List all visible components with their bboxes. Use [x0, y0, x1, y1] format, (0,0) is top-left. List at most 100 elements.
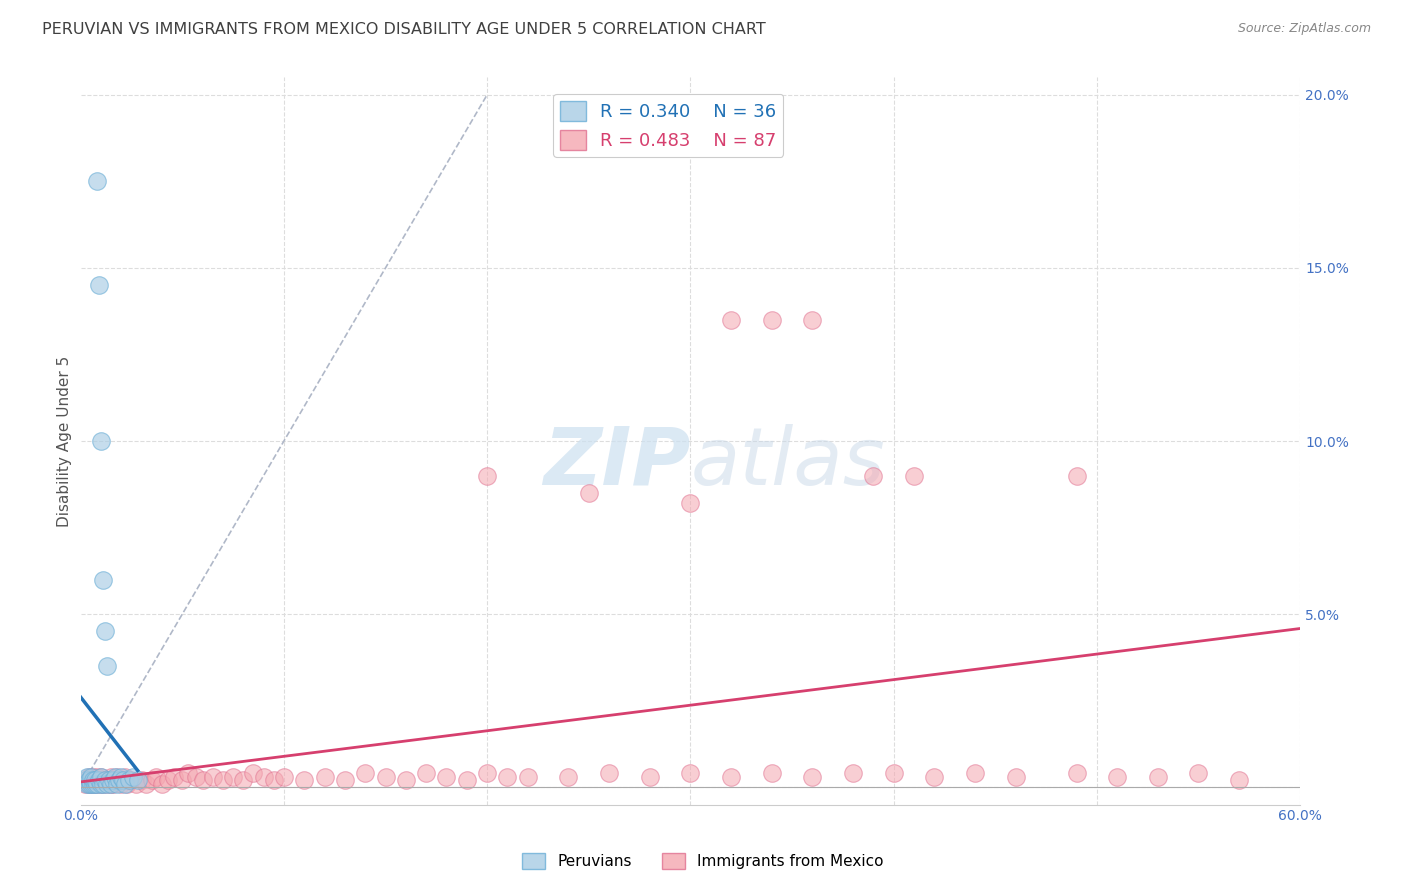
- Point: [333, 773, 356, 788]
- Point: [80, 770, 103, 784]
- Point: [883, 766, 905, 780]
- Legend: R = 0.340    N = 36, R = 0.483    N = 87: R = 0.340 N = 36, R = 0.483 N = 87: [553, 94, 783, 157]
- Point: [720, 770, 742, 784]
- Point: [83, 777, 105, 791]
- Point: [87, 278, 110, 293]
- Point: [242, 766, 264, 780]
- Point: [1066, 468, 1088, 483]
- Point: [96, 777, 118, 791]
- Point: [496, 770, 519, 784]
- Point: [96, 659, 118, 673]
- Point: [77, 770, 100, 784]
- Point: [963, 766, 986, 780]
- Point: [374, 770, 396, 784]
- Point: [122, 770, 145, 784]
- Point: [82, 773, 104, 788]
- Point: [91, 777, 114, 791]
- Point: [761, 766, 783, 780]
- Point: [73, 773, 96, 788]
- Point: [77, 777, 100, 791]
- Point: [475, 468, 498, 483]
- Point: [456, 773, 478, 788]
- Point: [222, 770, 245, 784]
- Point: [76, 770, 98, 784]
- Point: [94, 773, 117, 788]
- Point: [76, 777, 98, 791]
- Point: [1107, 770, 1129, 784]
- Point: [127, 773, 149, 788]
- Point: [77, 777, 100, 791]
- Point: [415, 766, 437, 780]
- Point: [638, 770, 661, 784]
- Point: [86, 777, 108, 791]
- Point: [720, 313, 742, 327]
- Point: [186, 770, 208, 784]
- Point: [83, 773, 105, 788]
- Y-axis label: Disability Age Under 5: Disability Age Under 5: [58, 355, 72, 526]
- Point: [91, 573, 114, 587]
- Point: [557, 770, 579, 784]
- Point: [112, 773, 135, 788]
- Point: [76, 773, 98, 788]
- Point: [131, 773, 153, 788]
- Point: [83, 773, 105, 788]
- Point: [98, 773, 121, 788]
- Point: [1066, 766, 1088, 780]
- Point: [172, 773, 194, 788]
- Point: [90, 777, 112, 791]
- Point: [516, 770, 538, 784]
- Point: [212, 773, 235, 788]
- Point: [82, 777, 104, 791]
- Point: [801, 313, 824, 327]
- Point: [104, 773, 127, 788]
- Point: [90, 770, 112, 784]
- Point: [83, 777, 105, 791]
- Point: [90, 770, 112, 784]
- Point: [163, 770, 186, 784]
- Point: [80, 773, 103, 788]
- Point: [110, 770, 132, 784]
- Point: [354, 766, 377, 780]
- Point: [1004, 770, 1026, 784]
- Point: [98, 773, 121, 788]
- Point: [108, 773, 131, 788]
- Point: [862, 468, 884, 483]
- Point: [80, 777, 103, 791]
- Point: [86, 770, 108, 784]
- Point: [145, 770, 167, 784]
- Point: [150, 777, 173, 791]
- Point: [91, 777, 114, 791]
- Point: [598, 766, 620, 780]
- Point: [96, 777, 118, 791]
- Point: [80, 777, 103, 791]
- Legend: Peruvians, Immigrants from Mexico: Peruvians, Immigrants from Mexico: [516, 847, 890, 875]
- Point: [578, 486, 600, 500]
- Point: [395, 773, 418, 788]
- Point: [82, 770, 104, 784]
- Point: [273, 770, 295, 784]
- Point: [903, 468, 925, 483]
- Point: [77, 773, 100, 788]
- Point: [112, 773, 135, 788]
- Point: [1227, 773, 1250, 788]
- Point: [679, 496, 702, 510]
- Point: [94, 773, 117, 788]
- Point: [177, 766, 200, 780]
- Point: [101, 777, 124, 791]
- Point: [100, 777, 122, 791]
- Point: [105, 770, 128, 784]
- Point: [87, 773, 110, 788]
- Point: [90, 434, 112, 448]
- Point: [801, 770, 824, 784]
- Point: [232, 773, 254, 788]
- Text: atlas: atlas: [690, 424, 886, 502]
- Point: [191, 773, 214, 788]
- Text: ZIP: ZIP: [543, 424, 690, 502]
- Point: [121, 773, 143, 788]
- Point: [90, 777, 112, 791]
- Point: [117, 777, 139, 791]
- Point: [922, 770, 945, 784]
- Text: PERUVIAN VS IMMIGRANTS FROM MEXICO DISABILITY AGE UNDER 5 CORRELATION CHART: PERUVIAN VS IMMIGRANTS FROM MEXICO DISAB…: [42, 22, 766, 37]
- Point: [141, 773, 163, 788]
- Point: [100, 777, 122, 791]
